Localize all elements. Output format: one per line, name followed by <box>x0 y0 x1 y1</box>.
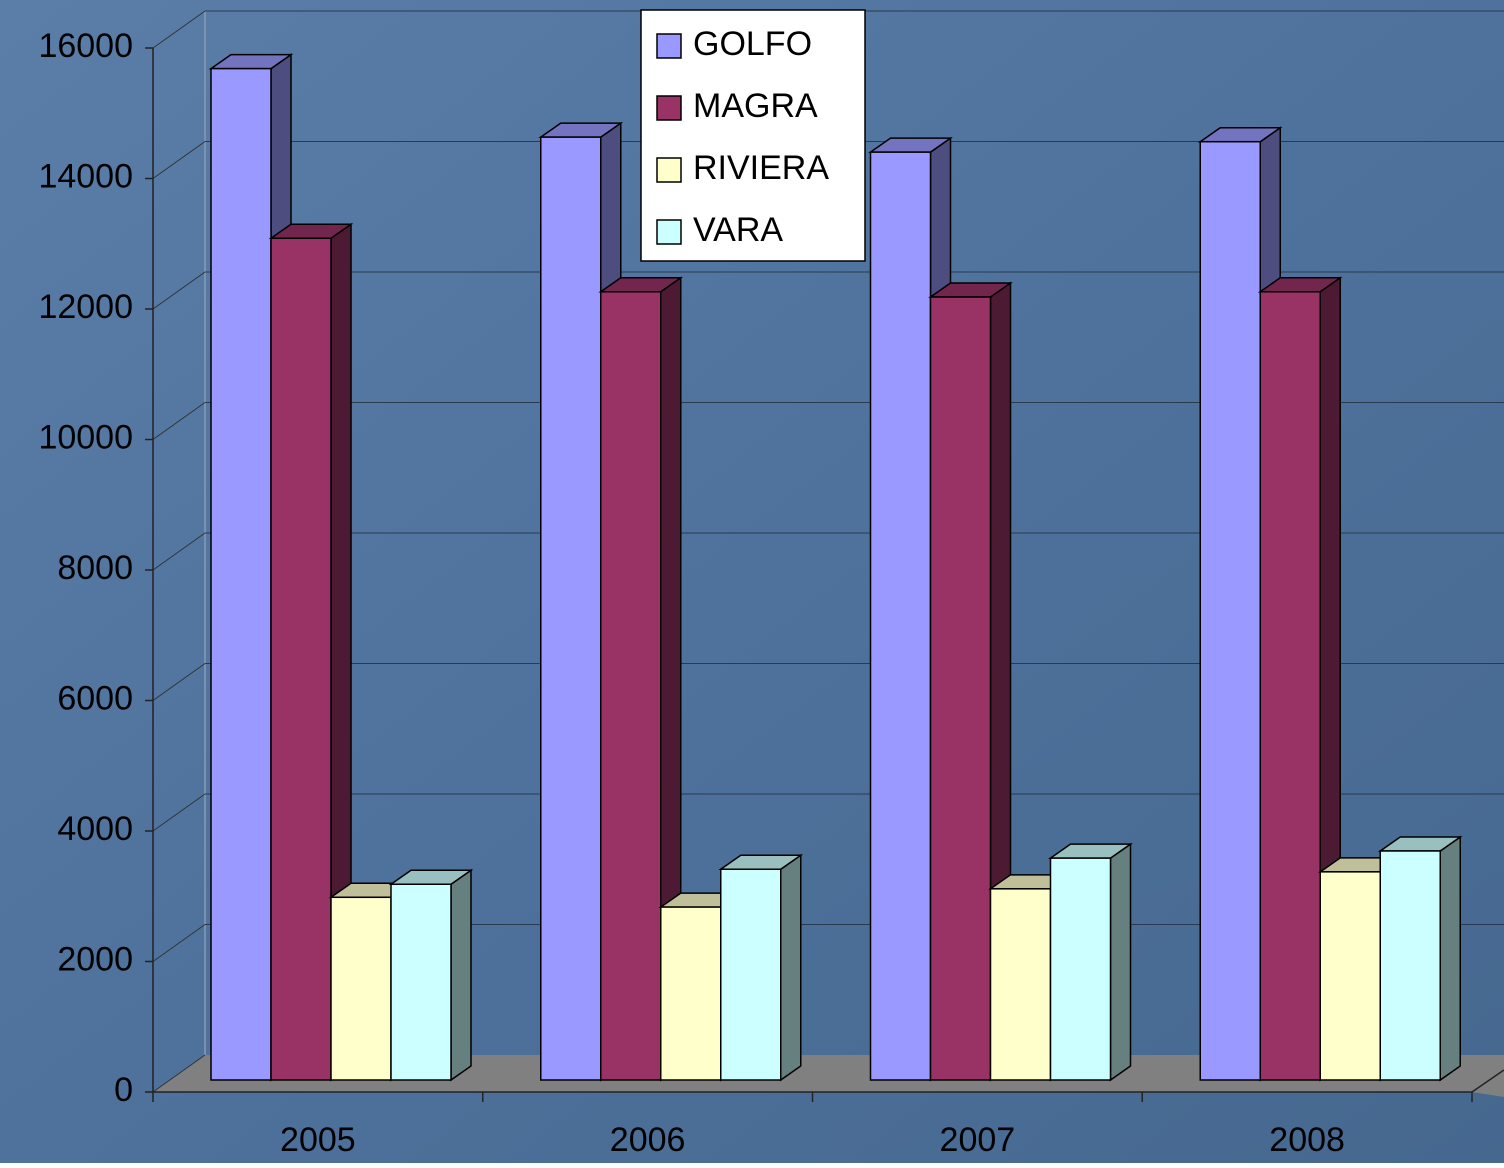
bar <box>1049 857 1112 1081</box>
legend-label: VARA <box>693 211 783 249</box>
bar <box>720 868 782 1081</box>
legend-label: GOLFO <box>693 25 812 63</box>
y-tick-label: 6000 <box>57 679 133 717</box>
grid-diagonal <box>152 271 206 310</box>
bar <box>989 888 1052 1081</box>
grid-diagonal <box>152 1054 206 1093</box>
bar <box>540 136 602 1081</box>
floor <box>153 1055 1504 1097</box>
bar-side <box>780 853 802 1082</box>
bar <box>600 291 662 1081</box>
grid-diagonal <box>152 924 206 962</box>
bar-side <box>1439 835 1461 1082</box>
bar <box>869 151 932 1081</box>
grid-diagonal <box>152 663 206 701</box>
bar <box>390 883 452 1081</box>
bar <box>929 296 992 1081</box>
legend-swatch <box>656 95 682 121</box>
x-tick-label: 2008 <box>1269 1121 1345 1159</box>
y-tick-label: 12000 <box>38 288 133 326</box>
y-tick-label: 8000 <box>57 549 133 587</box>
legend-label: MAGRA <box>693 87 818 125</box>
grid-diagonal <box>152 793 206 832</box>
bar <box>1199 140 1261 1081</box>
bar <box>1259 291 1321 1081</box>
bar <box>330 896 392 1081</box>
grid-diagonal <box>152 532 206 571</box>
bar <box>1379 850 1441 1081</box>
y-tick-label: 10000 <box>38 418 133 456</box>
bar-side <box>1109 842 1132 1082</box>
x-axis-diag <box>1471 1069 1504 1093</box>
y-tick-label: 2000 <box>57 940 133 978</box>
bar-side <box>450 868 472 1082</box>
bar <box>270 237 332 1081</box>
y-tick-label: 0 <box>114 1071 133 1109</box>
legend-label: RIVIERA <box>693 149 829 187</box>
bar <box>1319 871 1381 1081</box>
y-tick-label: 14000 <box>38 157 133 195</box>
x-tick-label: 2005 <box>280 1121 356 1159</box>
legend-swatch <box>656 219 682 245</box>
legend-swatch <box>656 157 682 183</box>
x-tick-label: 2007 <box>940 1121 1016 1159</box>
grid-diagonal <box>152 141 206 179</box>
grid-diagonal <box>152 10 206 49</box>
bar <box>660 906 722 1081</box>
legend-swatch <box>656 33 682 59</box>
y-tick-label: 4000 <box>57 810 133 848</box>
bar <box>210 67 272 1081</box>
grid-diagonal <box>152 402 206 440</box>
y-tick-label: 16000 <box>38 27 133 65</box>
x-tick-label: 2006 <box>610 1121 686 1159</box>
